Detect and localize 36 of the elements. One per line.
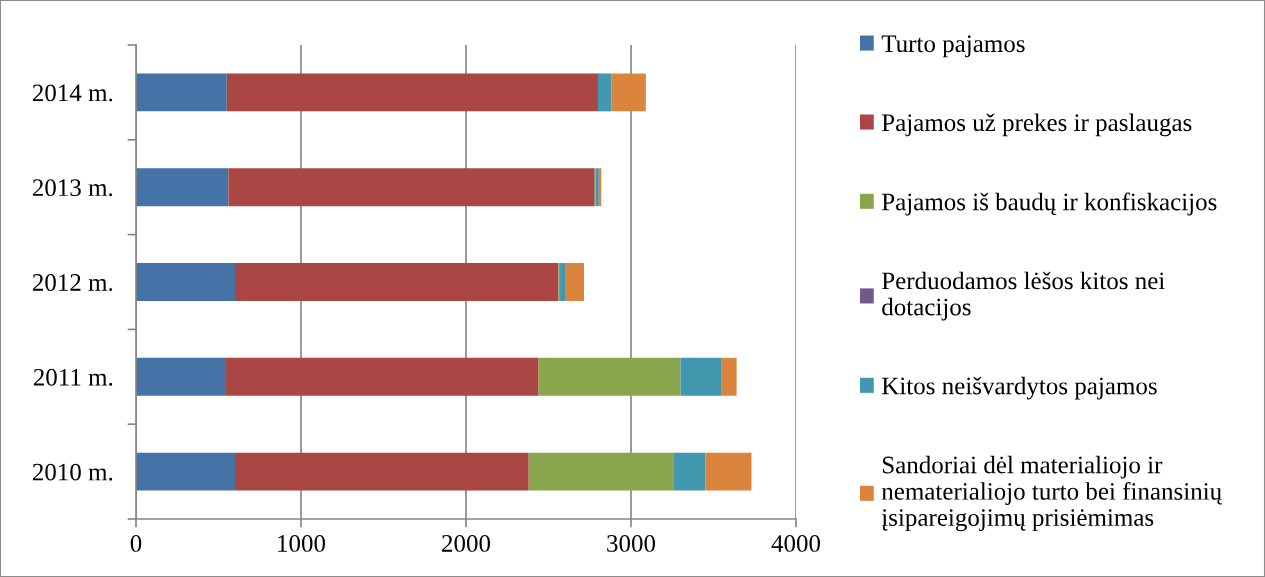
bar — [538, 357, 681, 396]
y-tick-label: 2014 m. — [32, 84, 113, 102]
bar — [721, 357, 737, 396]
y-tick-label: 2010 m. — [32, 463, 113, 481]
bar — [136, 73, 227, 112]
legend-label: Pajamos už prekes ir paslaugas — [881, 113, 1192, 137]
bar — [228, 168, 595, 207]
bar — [136, 263, 235, 301]
bar — [705, 452, 752, 491]
bar — [673, 452, 706, 491]
bar — [136, 168, 229, 207]
y-tick-label: 2013 m. — [32, 179, 113, 197]
legend-label: Pajamos iš baudų ir konfiskacijos — [881, 192, 1217, 216]
x-tick-label: 4000 — [771, 535, 821, 552]
legend-label: Sandoriai dėl materialiojo ir nematerialiojo turto bei finansinių įsipareigojimų prisiėmimas — [881, 455, 1223, 532]
bar — [136, 357, 226, 396]
legend-label: Kitos neišvardytos pajamos — [881, 376, 1157, 400]
bar — [565, 263, 584, 301]
x-tick-label: 1000 — [278, 535, 326, 552]
x-tick-label: 2000 — [442, 535, 491, 552]
bar — [611, 73, 646, 112]
bar — [225, 357, 539, 396]
bar — [560, 263, 565, 301]
bar — [598, 73, 612, 112]
legend-label: Perduodamos lėšos kitos nei dotacijos — [881, 271, 1165, 321]
bar — [226, 73, 598, 112]
bar — [136, 452, 235, 491]
x-tick-label: 0 — [130, 535, 142, 552]
bar — [680, 357, 722, 396]
bar — [528, 452, 674, 491]
bar — [235, 263, 559, 301]
y-tick-label: 2011 m. — [33, 368, 113, 386]
bar — [235, 452, 529, 491]
y-tick-label: 2012 m. — [32, 274, 113, 292]
x-tick-label: 3000 — [607, 535, 656, 552]
legend-label: Turto pajamos — [881, 35, 1025, 58]
